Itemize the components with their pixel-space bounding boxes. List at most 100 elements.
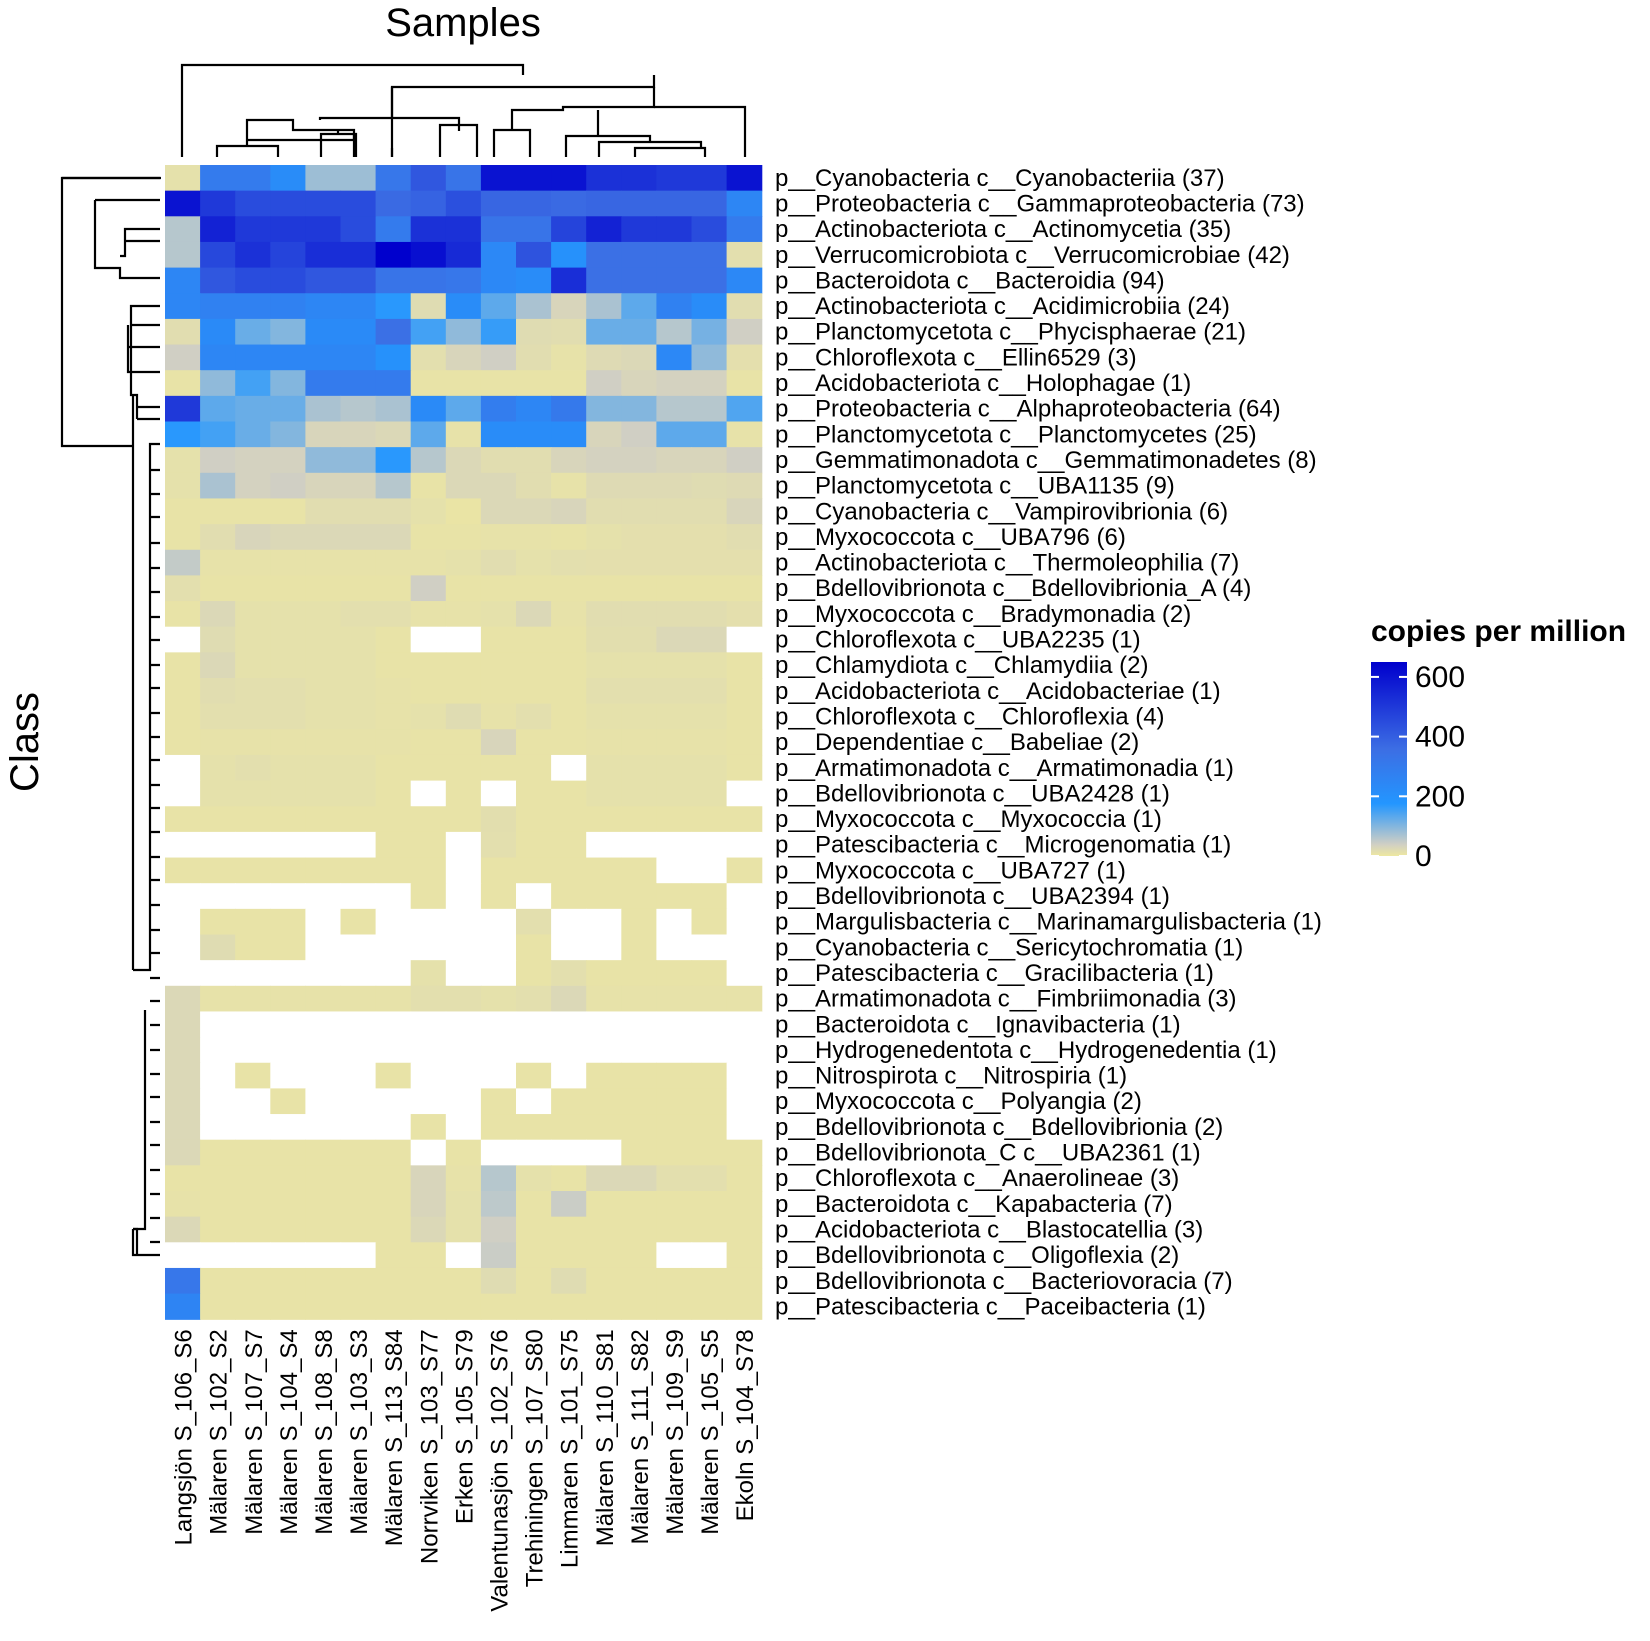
heatmap-cell xyxy=(340,472,377,500)
heatmap-cell xyxy=(551,216,587,243)
heatmap-cell xyxy=(621,524,657,551)
heatmap-cell xyxy=(235,472,271,500)
heatmap-cell xyxy=(656,678,693,705)
heatmap-cell xyxy=(656,241,693,269)
heatmap-cell xyxy=(586,165,622,192)
heatmap-cell xyxy=(165,421,201,448)
row-label: p__Chloroflexota c__Chloroflexia (4) xyxy=(775,703,1165,730)
heatmap-cell xyxy=(445,1114,482,1141)
heatmap-cell xyxy=(375,318,412,346)
heatmap-cell xyxy=(305,549,342,576)
heatmap-cell xyxy=(726,857,763,884)
heatmap-cell xyxy=(480,857,517,884)
heatmap-cell xyxy=(516,472,552,500)
heatmap-cell xyxy=(586,857,622,884)
heatmap-cell xyxy=(621,293,657,320)
heatmap-cell xyxy=(375,344,412,371)
heatmap-cell xyxy=(445,165,482,192)
heatmap-cell xyxy=(375,575,412,602)
heatmap-cell xyxy=(200,498,236,525)
heatmap-cell xyxy=(340,1267,377,1295)
heatmap-cell xyxy=(726,678,763,705)
heatmap-cell xyxy=(480,447,517,474)
heatmap-cell xyxy=(375,447,412,474)
column-label: Mälaren S_105_S5 xyxy=(697,1329,724,1534)
heatmap-cell xyxy=(375,1037,412,1064)
heatmap-cell xyxy=(480,1114,517,1141)
heatmap-cell xyxy=(375,524,412,551)
heatmap-cell xyxy=(516,1037,552,1064)
heatmap-cell xyxy=(410,908,447,936)
heatmap-cell xyxy=(656,985,693,1013)
heatmap-cell xyxy=(445,1139,482,1166)
heatmap-cell xyxy=(691,1216,728,1243)
heatmap-cell xyxy=(165,1062,201,1089)
heatmap-cell xyxy=(340,601,377,628)
heatmap-cell xyxy=(551,1088,587,1115)
heatmap-cell xyxy=(586,1267,622,1295)
heatmap-cell xyxy=(165,703,201,730)
heatmap-cell xyxy=(235,549,271,576)
heatmap-cell xyxy=(656,1216,693,1243)
heatmap-cell xyxy=(270,549,306,576)
heatmap-cell xyxy=(235,1165,271,1192)
heatmap-cell xyxy=(410,344,447,371)
heatmap-cell xyxy=(305,1242,342,1269)
heatmap-cell xyxy=(340,395,377,423)
heatmap-cell xyxy=(551,652,587,679)
heatmap-cell xyxy=(270,498,306,525)
heatmap-cell xyxy=(516,1114,552,1141)
heatmap-cell xyxy=(270,447,306,474)
heatmap-cell xyxy=(516,678,552,705)
heatmap-cell xyxy=(480,626,517,653)
row-label: p__Planctomycetota c__Planctomycetes (25… xyxy=(775,421,1257,448)
heatmap-cell xyxy=(410,1139,447,1166)
heatmap-cell xyxy=(480,1088,517,1115)
heatmap-cell xyxy=(235,293,271,320)
heatmap-cell xyxy=(480,1037,517,1064)
heatmap-cell xyxy=(480,575,517,602)
column-label: Mälaren S_109_S9 xyxy=(662,1329,689,1534)
heatmap-cell xyxy=(516,601,552,628)
row-label: p__Bdellovibrionota_C c__UBA2361 (1) xyxy=(775,1140,1201,1167)
heatmap-cell xyxy=(340,960,377,987)
heatmap-cell xyxy=(270,1088,306,1115)
heatmap-cell xyxy=(445,806,482,833)
heatmap-cell xyxy=(621,241,657,269)
heatmap-cell xyxy=(200,1165,236,1192)
heatmap-cell xyxy=(691,857,728,884)
heatmap-cell xyxy=(410,806,447,833)
heatmap-cell xyxy=(656,601,693,628)
heatmap-cell xyxy=(165,908,201,936)
heatmap-cell xyxy=(480,165,517,192)
heatmap-cell xyxy=(621,1165,657,1192)
heatmap-cell xyxy=(340,1011,377,1038)
heatmap-cell xyxy=(480,806,517,833)
heatmap-cell xyxy=(375,729,412,756)
heatmap-cell xyxy=(165,678,201,705)
heatmap-cell xyxy=(410,1062,447,1089)
row-label: p__Myxococcota c__Myxococcia (1) xyxy=(775,806,1162,833)
heatmap-cell xyxy=(340,1242,377,1269)
heatmap-cell xyxy=(516,1293,552,1320)
heatmap-cell xyxy=(621,472,657,500)
heatmap-cell xyxy=(305,241,342,269)
heatmap-cell xyxy=(726,703,763,730)
heatmap-cell xyxy=(586,678,622,705)
heatmap-cell xyxy=(691,729,728,756)
heatmap-cell xyxy=(551,447,587,474)
heatmap-cell xyxy=(480,601,517,628)
heatmap-cell xyxy=(726,1293,763,1320)
heatmap-cell xyxy=(165,498,201,525)
heatmap-cell xyxy=(621,985,657,1013)
heatmap-cell xyxy=(516,729,552,756)
heatmap-cell xyxy=(586,241,622,269)
heatmap-cell xyxy=(200,934,236,961)
heatmap-cell xyxy=(340,831,377,859)
heatmap-cell xyxy=(235,1293,271,1320)
heatmap-cell xyxy=(375,703,412,730)
heatmap-cell xyxy=(516,806,552,833)
heatmap-cell xyxy=(375,216,412,243)
heatmap-cell xyxy=(270,1216,306,1243)
heatmap-cell xyxy=(200,678,236,705)
